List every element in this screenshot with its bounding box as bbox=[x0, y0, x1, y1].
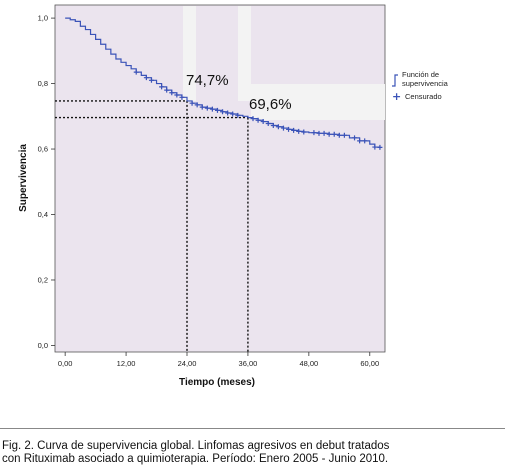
survival-chart: 0,00 12,00 24,00 36,00 48,00 60,00 0,0 0,2 0,4 0,… bbox=[18, 4, 449, 388]
censor-mark bbox=[331, 131, 337, 137]
censor-mark bbox=[291, 127, 297, 133]
shade-layer bbox=[183, 6, 385, 120]
legend-label-survival: Función de supervivencia bbox=[402, 70, 449, 88]
censor-mark bbox=[372, 144, 378, 150]
caption-line-1: Fig. 2. Curva de supervivencia global. L… bbox=[2, 440, 390, 452]
censor-mark bbox=[199, 104, 205, 110]
censor-mark bbox=[179, 94, 185, 100]
y-axis-title: Supervivencia bbox=[18, 144, 29, 212]
x-tick-label: 24,00 bbox=[178, 359, 197, 368]
censor-mark bbox=[204, 105, 210, 111]
censor-mark bbox=[321, 130, 327, 136]
censor-mark bbox=[250, 116, 256, 122]
legend-label-censored: Censurado bbox=[405, 92, 442, 101]
censor-mark bbox=[235, 112, 241, 118]
y-tick-label: 0,2 bbox=[38, 275, 48, 284]
censor-mark bbox=[133, 69, 139, 75]
censor-mark bbox=[194, 102, 200, 108]
censor-mark bbox=[362, 138, 368, 144]
x-axis-title: Tiempo (meses) bbox=[179, 377, 255, 388]
caption-divider bbox=[0, 428, 505, 429]
caption-line-2: con Rituximab asociado a quimioterapia. … bbox=[2, 452, 389, 465]
censor-mark bbox=[164, 87, 170, 93]
censor-mark bbox=[209, 106, 215, 112]
y-tick-label: 1,0 bbox=[38, 14, 48, 23]
censor-mark bbox=[230, 111, 236, 117]
axes: 0,00 12,00 24,00 36,00 48,00 60,00 0,0 0,2 0,4 0,… bbox=[38, 14, 380, 368]
censor-mark bbox=[316, 130, 322, 136]
censor-mark bbox=[169, 90, 175, 96]
annotation-label-36: 69,6% bbox=[249, 96, 292, 113]
censor-mark bbox=[341, 132, 347, 138]
censor-mark bbox=[357, 138, 363, 144]
shade-band-0 bbox=[183, 6, 196, 101]
censor-mark bbox=[148, 77, 154, 83]
plot-background bbox=[54, 4, 386, 353]
x-tick-label: 60,00 bbox=[360, 359, 379, 368]
censor-mark bbox=[377, 144, 383, 150]
censor-mark bbox=[311, 130, 317, 136]
shade-band-2 bbox=[251, 84, 385, 120]
legend-line-symbol bbox=[392, 74, 398, 87]
censor-mark bbox=[296, 128, 302, 134]
censor-mark bbox=[270, 122, 276, 128]
legend-plus-symbol: + bbox=[392, 90, 401, 103]
censor-mark bbox=[265, 121, 271, 127]
censor-mark bbox=[225, 110, 231, 116]
y-tick-label: 0,0 bbox=[38, 341, 48, 350]
censor-mark bbox=[336, 132, 342, 138]
y-tick-label: 0,4 bbox=[38, 210, 48, 219]
x-tick-label: 36,00 bbox=[239, 359, 258, 368]
censor-mark bbox=[143, 75, 149, 81]
x-tick-label: 48,00 bbox=[299, 359, 318, 368]
annotation-label-24: 74,7% bbox=[186, 72, 229, 89]
censor-mark bbox=[189, 100, 195, 106]
censor-mark bbox=[260, 119, 266, 125]
censor-mark bbox=[255, 117, 261, 123]
censor-mark bbox=[159, 84, 165, 90]
censored-marks bbox=[133, 69, 383, 150]
x-tick-label: 12,00 bbox=[117, 359, 136, 368]
censor-mark bbox=[301, 129, 307, 135]
y-tick-label: 0,8 bbox=[38, 79, 48, 88]
reference-lines bbox=[55, 100, 249, 352]
x-tick-label: 0,00 bbox=[58, 359, 73, 368]
censor-mark bbox=[174, 92, 180, 98]
legend: Función de supervivencia + Censurado bbox=[392, 70, 449, 103]
censor-mark bbox=[220, 109, 226, 115]
censor-mark bbox=[286, 126, 292, 132]
censor-mark bbox=[352, 135, 358, 141]
censor-mark bbox=[275, 124, 281, 130]
censor-mark bbox=[214, 107, 220, 113]
figure-caption: Fig. 2. Curva de supervivencia global. L… bbox=[2, 440, 502, 465]
shade-band-1 bbox=[238, 6, 251, 101]
censor-mark bbox=[280, 125, 286, 131]
censor-mark bbox=[326, 131, 332, 137]
y-tick-label: 0,6 bbox=[38, 145, 48, 154]
